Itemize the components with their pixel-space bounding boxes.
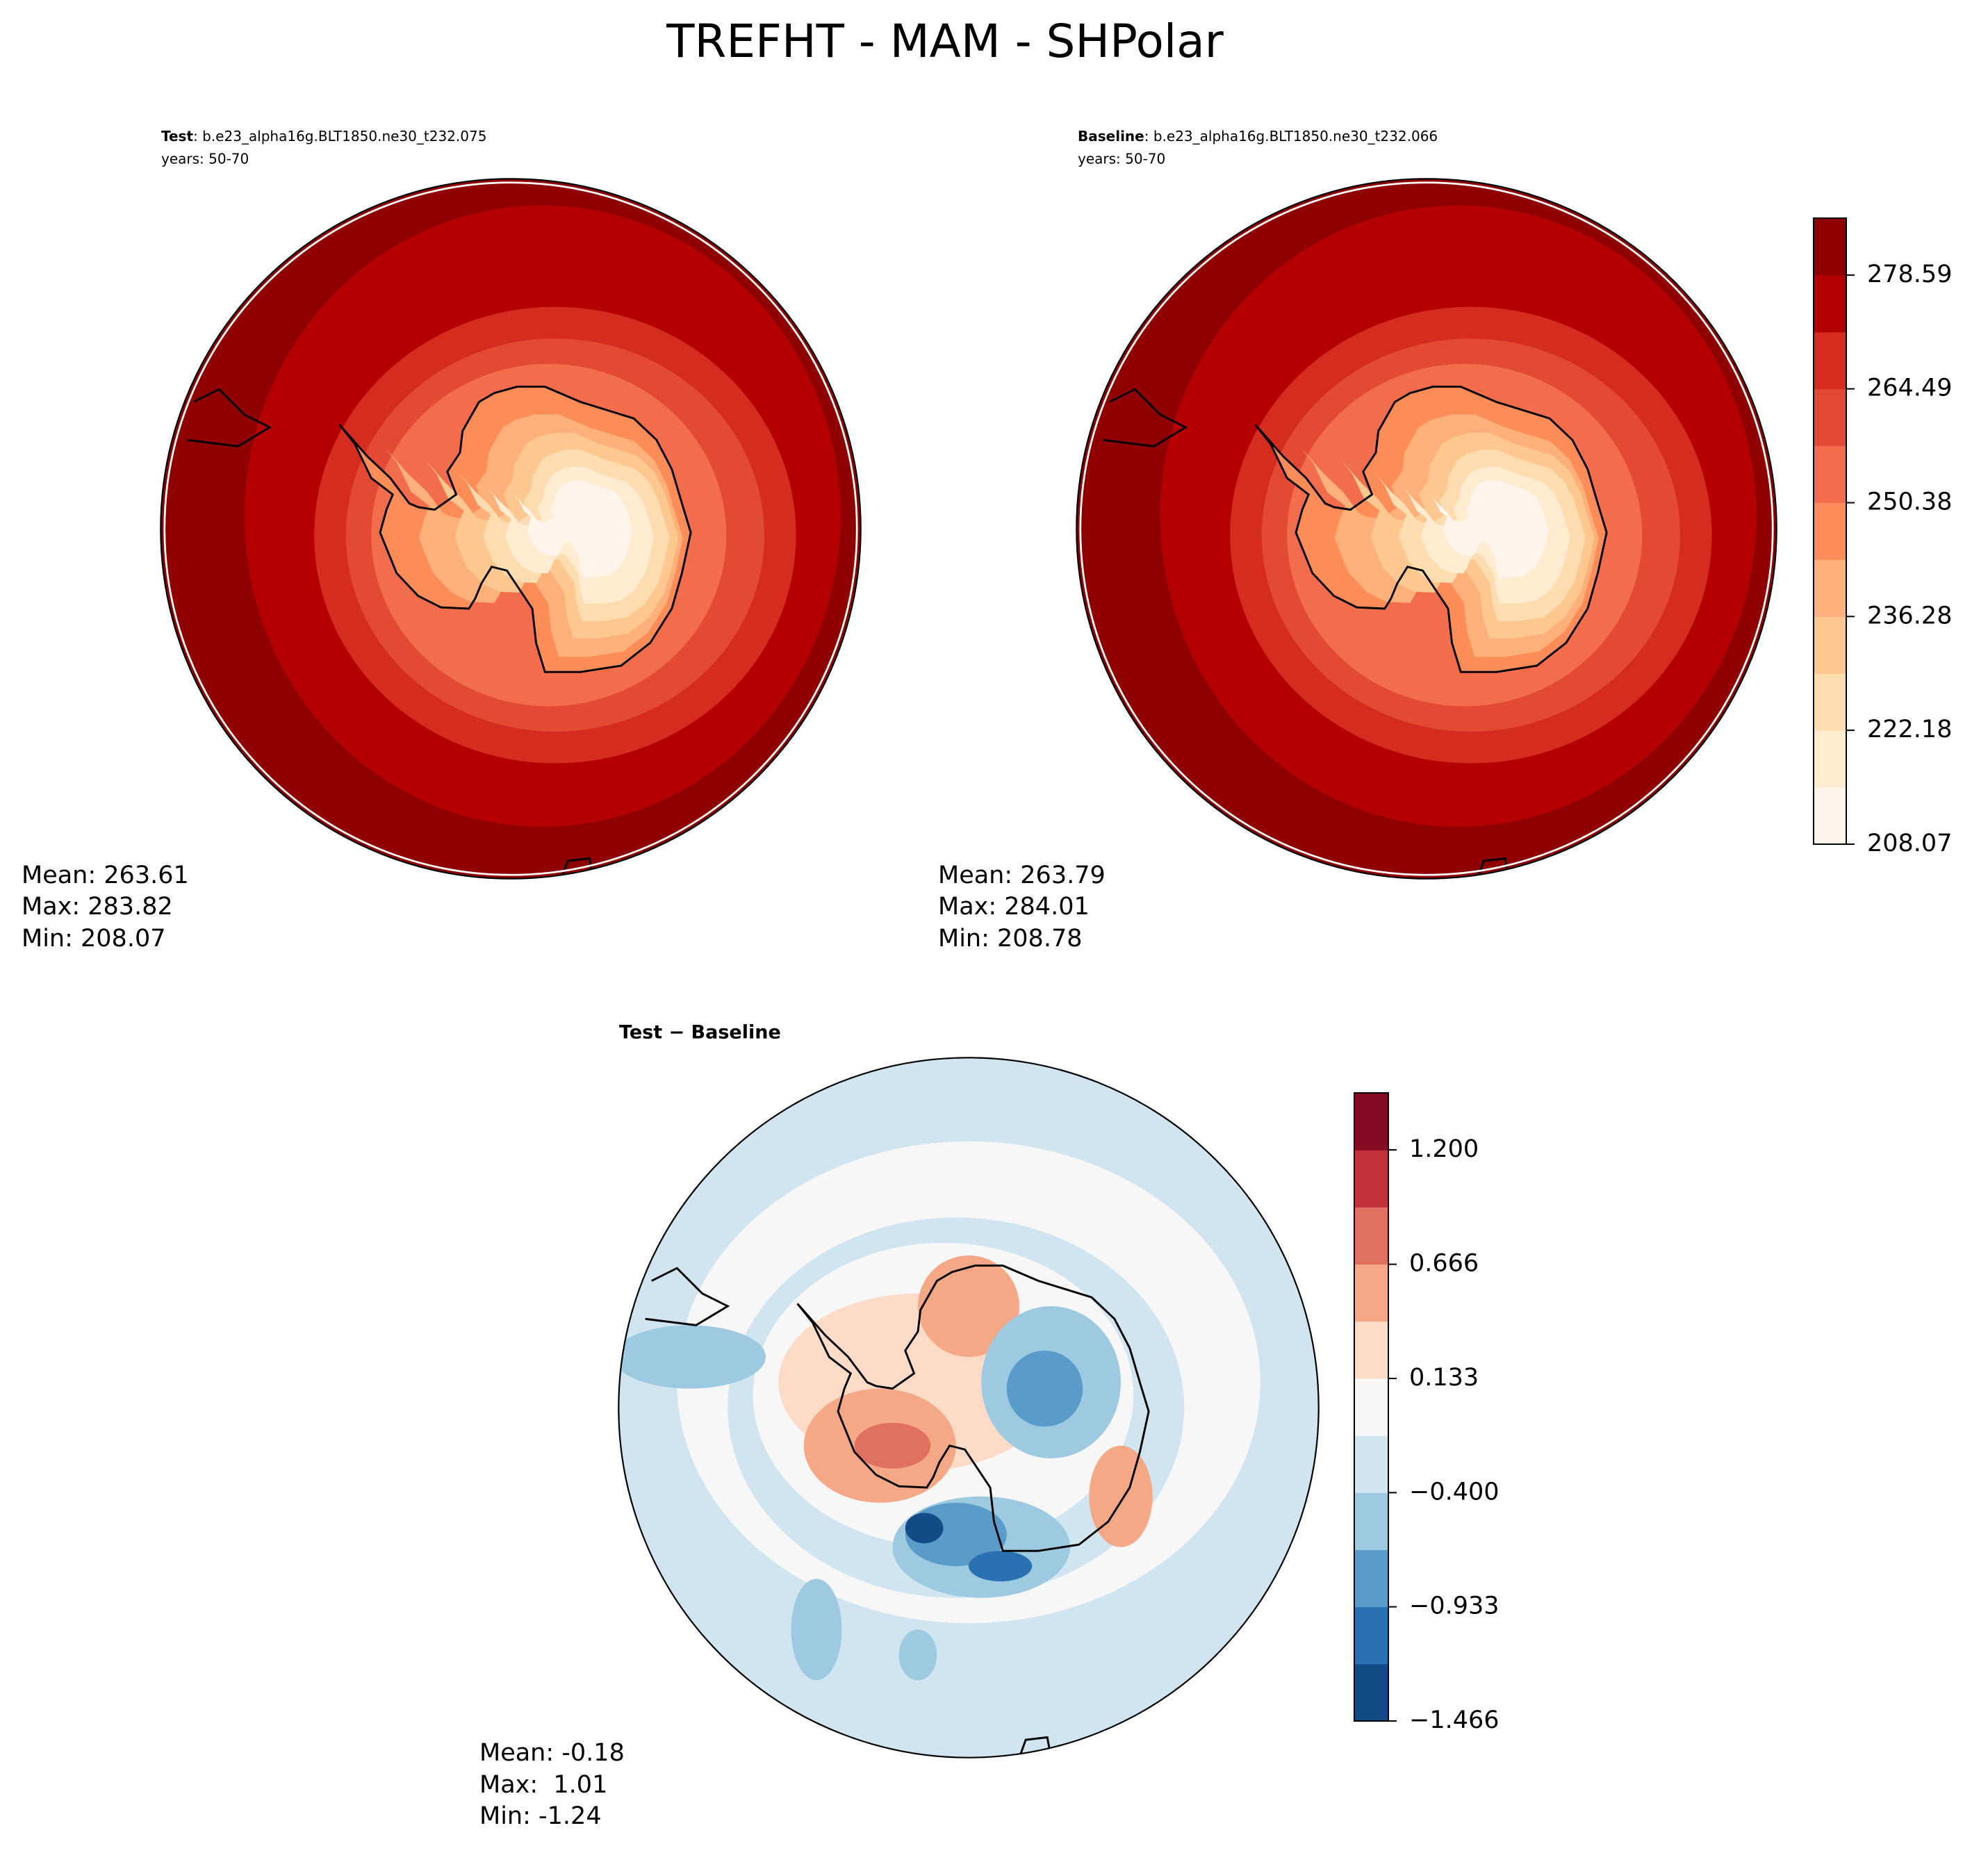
map-baseline <box>1076 179 1776 878</box>
panel-label: Test <box>161 128 193 145</box>
case-name: : b.e23_alpha16g.BLT1850.ne30_t232.075 <box>193 128 486 145</box>
colorbar-tick-label: −1.466 <box>1409 1706 1500 1734</box>
colorbar-tick-label: 278.59 <box>1867 261 1952 288</box>
stat: Mean: 263.79 <box>938 862 1106 889</box>
colorbar-tick-label: 236.28 <box>1867 602 1952 629</box>
colorbar-band <box>1354 1492 1388 1550</box>
colorbar-band <box>1354 1150 1388 1208</box>
colorbar-band <box>1354 1264 1388 1322</box>
colorbar-frame <box>1354 1092 1389 1722</box>
stat: Max: 1.01 <box>479 1771 607 1799</box>
colorbar-tick-label: 250.38 <box>1867 488 1952 516</box>
panel-title: Baseline: b.e23_alpha16g.BLT1850.ne30_t2… <box>1078 128 1438 145</box>
colorbar-band <box>1814 388 1846 447</box>
stat: Max: 283.82 <box>22 893 173 921</box>
colorbar-tick-label: −0.400 <box>1409 1478 1500 1506</box>
colorbar-tick-label: −0.933 <box>1409 1592 1500 1620</box>
colorbar-tick-label: 264.49 <box>1867 374 1952 402</box>
years: years: 50-70 <box>161 151 249 167</box>
colorbar-band <box>1814 331 1846 390</box>
colorbar-tick-label: 208.07 <box>1867 830 1952 857</box>
colorbar-band <box>1354 1093 1388 1151</box>
stat: Mean: 263.61 <box>22 862 189 889</box>
stat: Min: -1.24 <box>479 1802 602 1830</box>
colorbar-band <box>1814 673 1846 731</box>
stat: Min: 208.07 <box>22 925 166 953</box>
colorbar-band <box>1814 218 1846 276</box>
colorbar-tick-label: 0.666 <box>1409 1250 1479 1278</box>
map-test <box>161 179 860 878</box>
colorbar-tick-label: 222.18 <box>1867 716 1952 743</box>
colorbar-tick-label: 1.200 <box>1409 1135 1479 1163</box>
colorbar-band <box>1814 616 1846 674</box>
panel-title: Test − Baseline <box>619 1022 781 1044</box>
map-diff <box>618 1057 1320 1759</box>
colorbar-band <box>1354 1663 1388 1722</box>
colorbar-band <box>1814 502 1846 560</box>
case-name: : b.e23_alpha16g.BLT1850.ne30_t232.066 <box>1144 128 1438 145</box>
colorbar-band <box>1354 1321 1388 1379</box>
colorbar-tick-label: 0.133 <box>1409 1364 1479 1392</box>
stat: Mean: -0.18 <box>479 1739 625 1767</box>
stat: Max: 284.01 <box>938 893 1090 921</box>
colorbar-band <box>1354 1207 1388 1265</box>
colorbar-band <box>1814 730 1846 788</box>
years: years: 50-70 <box>1078 151 1165 167</box>
colorbar-band <box>1354 1378 1388 1436</box>
colorbar-band <box>1354 1549 1388 1608</box>
colorbar-band <box>1814 274 1846 333</box>
stat: Min: 208.78 <box>938 925 1083 953</box>
colorbar-band <box>1814 445 1846 504</box>
panel-title: Test: b.e23_alpha16g.BLT1850.ne30_t232.0… <box>161 128 486 145</box>
colorbar-frame <box>1813 217 1847 845</box>
panel-label: Baseline <box>1078 128 1144 145</box>
figure-title: TREFHT - MAM - SHPolar <box>666 15 1224 68</box>
colorbar-band <box>1814 559 1846 617</box>
colorbar-band <box>1354 1435 1388 1493</box>
colorbar-band <box>1354 1606 1388 1665</box>
colorbar-band <box>1814 787 1846 845</box>
